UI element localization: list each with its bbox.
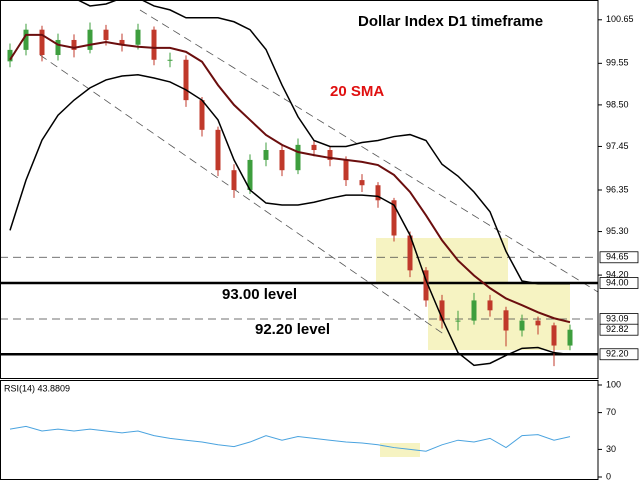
candle-body	[391, 200, 397, 236]
annotation: 20 SMA	[330, 83, 384, 100]
rsi-line	[9, 425, 571, 452]
candle-body	[39, 29, 45, 56]
level-label: 94.65	[606, 252, 629, 262]
candle-body	[279, 150, 285, 171]
candle-body	[311, 144, 317, 151]
highlight-zone	[376, 238, 508, 283]
candle-body	[231, 170, 237, 190]
rsi-label: RSI(14) 43.8809	[4, 383, 70, 393]
candle-body	[23, 29, 29, 50]
level-box	[599, 323, 639, 336]
candle-body	[567, 329, 573, 346]
candle-body	[215, 129, 221, 171]
y-tick-label: 70	[606, 407, 616, 417]
rsi-panel	[9, 425, 571, 452]
y-tick-label: 97.45	[606, 141, 629, 151]
candle-body	[503, 310, 509, 331]
candle-body	[295, 144, 301, 171]
candle-body	[407, 235, 413, 271]
candle-body	[87, 29, 93, 50]
candle-body	[471, 300, 477, 321]
trendline	[39, 54, 446, 336]
candle-body	[119, 39, 125, 45]
y-tick-label: 98.50	[606, 99, 629, 109]
y-tick-label: 100.65	[606, 14, 634, 24]
level-label: 92.82	[606, 324, 629, 334]
candle-body	[183, 59, 189, 101]
level-box	[599, 251, 639, 264]
level-box	[599, 277, 639, 289]
level-label: 93.09	[606, 313, 629, 323]
y-tick-label: 94.20	[606, 269, 629, 279]
candle-body	[327, 150, 333, 160]
candle-body	[343, 159, 349, 181]
annotation: 93.00 level	[222, 286, 297, 303]
indicator-line	[9, 33, 571, 324]
candle-body	[535, 320, 541, 326]
indicator-line	[9, 74, 571, 367]
candle-body	[247, 159, 253, 190]
y-tick-label: 100	[606, 379, 621, 389]
indicator-line	[76, 0, 570, 285]
y-tick-label: 99.55	[606, 58, 629, 68]
candle-body	[439, 300, 445, 321]
candle-body	[423, 270, 429, 301]
candle-body	[7, 49, 13, 62]
trendline	[139, 9, 598, 293]
candle-body	[71, 39, 77, 50]
candle-body	[263, 150, 269, 160]
level-label: 94.00	[606, 277, 629, 287]
candle-body	[103, 29, 109, 40]
candle-body	[135, 29, 141, 45]
candle-body	[167, 59, 173, 61]
trendlines	[39, 9, 598, 336]
level-label: 92.20	[606, 349, 629, 359]
candle-body	[519, 320, 525, 331]
y-tick-label: 96.35	[606, 184, 629, 194]
candle-body	[455, 320, 461, 322]
y-tick-label: 95.30	[606, 226, 629, 236]
candle-body	[359, 180, 365, 186]
axis-area: 100.65 99.55 98.50 97.45 96.35 95.30 94.20 94.6…	[598, 14, 639, 480]
annotation: 92.20 level	[255, 321, 330, 338]
panel-border	[0, 0, 599, 379]
chart-title: Dollar Index D1 timeframe	[358, 13, 543, 30]
candle-body	[151, 29, 157, 60]
candle-body	[551, 325, 557, 346]
price-panel	[0, 0, 598, 367]
y-tick-label: 0	[606, 471, 611, 480]
y-tick-label: 30	[606, 444, 616, 454]
level-box	[599, 348, 639, 361]
candle-body	[199, 100, 205, 130]
candle-body	[375, 185, 381, 201]
candle-body	[55, 39, 61, 56]
candle-body	[487, 300, 493, 311]
